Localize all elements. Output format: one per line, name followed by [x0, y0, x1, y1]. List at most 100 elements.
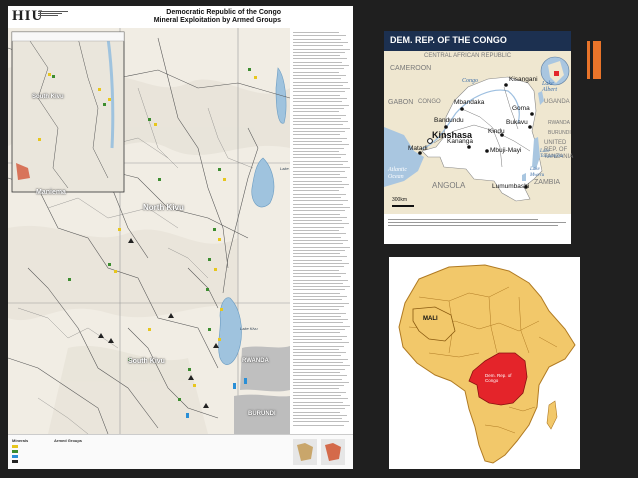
notes-text-line — [293, 243, 343, 245]
notes-text-line — [293, 144, 349, 146]
congo-river — [421, 89, 520, 150]
notes-text-line — [293, 368, 345, 370]
notes-text-line — [293, 94, 340, 96]
legend-minerals-header: Minerals — [12, 438, 29, 443]
notes-text-line — [293, 220, 342, 222]
notes-text-line — [293, 276, 341, 278]
notes-text-line — [293, 322, 343, 324]
notes-text-line — [293, 98, 347, 99]
notes-text-line — [293, 385, 344, 387]
notes-text-line — [293, 338, 342, 340]
drc-roads — [433, 86, 531, 168]
notes-text-line — [293, 253, 340, 255]
drc-country — [421, 76, 543, 202]
notes-text-line — [293, 342, 349, 344]
notes-text-line — [293, 335, 347, 337]
notes-text-line — [293, 187, 344, 189]
notes-text-line — [293, 71, 339, 73]
notes-text-line — [293, 404, 350, 406]
armed-groups-map: HIU Democratic Republic of the Congo Min… — [8, 6, 353, 469]
notes-text-line — [293, 137, 347, 139]
notes-text-line — [293, 68, 344, 70]
hiu-logo: HIU — [12, 8, 44, 24]
notes-text-line — [293, 355, 341, 357]
city-bandundu: Bandundu — [434, 117, 464, 124]
notes-text-line — [293, 121, 348, 123]
notes-text-line — [293, 246, 350, 248]
notes-text-line — [293, 55, 340, 57]
inset-map — [11, 31, 125, 193]
label-burundi: BURUNDI — [248, 411, 276, 417]
city-goma: Goma — [512, 105, 530, 112]
notes-text-line — [293, 101, 342, 103]
lake-kivu — [218, 297, 242, 365]
notes-text-line — [293, 236, 341, 238]
map-title: Democratic Republic of the Congo Mineral… — [154, 9, 281, 25]
drc-map-header: DEM. REP. OF THE CONGO — [384, 31, 571, 51]
notes-text-line — [293, 154, 346, 156]
notes-text-line — [293, 292, 340, 294]
label-congo-river: Congo — [462, 78, 479, 84]
notes-text-line — [293, 418, 342, 420]
scale-label: 300km — [392, 197, 408, 203]
notes-text-line — [293, 91, 345, 93]
notes-text-line — [293, 127, 350, 129]
label-uganda: UGANDA — [544, 99, 570, 105]
notes-text-line — [293, 180, 342, 182]
notes-text-line — [293, 249, 345, 251]
label-north-kivu: North Kivu — [143, 203, 184, 212]
notes-text-line — [293, 160, 348, 162]
label-maniema: Maniema — [36, 189, 66, 196]
hiu-subtitle-lines — [38, 10, 72, 17]
label-angola: ANGOLA — [432, 181, 466, 190]
notes-text-line — [293, 299, 342, 301]
label-congo: CONGO — [418, 99, 441, 105]
legend-armed-groups-header: Armed Groups — [54, 438, 83, 443]
notes-text-line — [293, 239, 348, 241]
notes-text-line — [293, 114, 346, 116]
label-drc: Dem. Rep. of Congo — [485, 373, 512, 383]
notes-text-line — [293, 170, 345, 172]
notes-text-line — [293, 233, 346, 235]
city-kinshasa: Kinshasa — [432, 130, 473, 140]
notes-text-line — [293, 183, 349, 185]
notes-text-line — [293, 309, 339, 311]
notes-text-line — [293, 266, 344, 268]
notes-text-line — [293, 84, 343, 86]
notes-text-line — [293, 305, 344, 307]
mali-country — [412, 306, 456, 342]
notes-text-line — [293, 414, 347, 416]
armed-group-markers — [98, 238, 219, 408]
map-title-line1: Democratic Republic of the Congo — [166, 9, 281, 16]
notes-text-line — [293, 61, 342, 63]
label-cameroon: CAMEROON — [390, 65, 432, 72]
label-rwanda: RWANDA — [242, 358, 269, 364]
city-mbandaka: Mbandaka — [454, 99, 485, 106]
madagascar — [546, 400, 558, 430]
notes-text-line — [293, 203, 343, 205]
legend-swatch-blue — [12, 455, 18, 458]
notes-text-line — [293, 398, 348, 400]
notes-text-line — [293, 319, 348, 321]
label-south-kivu: South Kivu — [128, 358, 165, 365]
notes-text-line — [293, 272, 346, 274]
notes-text-line — [293, 197, 341, 198]
city-lumumbashi: Lumumbashi — [492, 183, 530, 190]
notes-text-line — [293, 210, 345, 212]
city-dots — [418, 83, 534, 189]
notes-text-line — [293, 65, 349, 66]
label-gabon: GABON — [388, 99, 414, 106]
label-south-kivu-inset: South Kivu — [32, 94, 64, 100]
label-rwanda: RWANDA — [548, 120, 570, 126]
map-title-line2: Mineral Exploitation by Armed Groups — [153, 17, 281, 24]
label-lake-tanganyika: Lake Tanganyika — [540, 149, 564, 159]
lake-edward — [251, 157, 275, 208]
city-kananga: Kananga — [447, 138, 474, 145]
lake-albert — [538, 91, 544, 105]
label-burundi: BURUNDI — [548, 130, 571, 136]
label-mali: MALI — [423, 316, 438, 322]
notes-text-line — [293, 117, 341, 119]
map-canvas — [8, 28, 290, 434]
notes-text-line — [293, 230, 339, 231]
notes-text-line — [293, 51, 345, 53]
